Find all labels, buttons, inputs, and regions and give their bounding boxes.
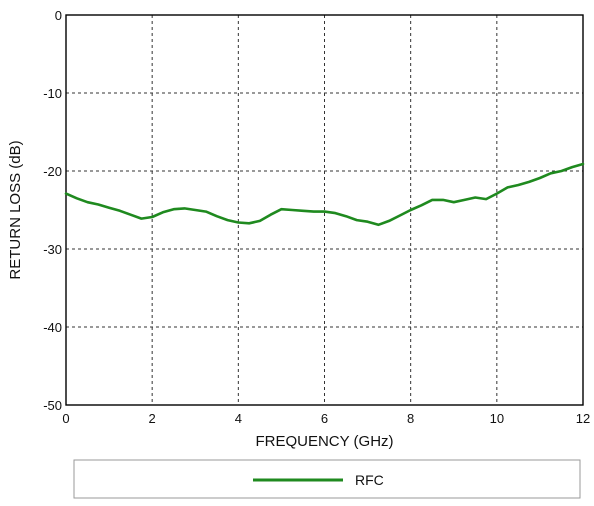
x-tick-label: 12 [576,411,590,426]
y-tick-label: -50 [43,398,62,413]
x-tick-label: 6 [321,411,328,426]
series-line-rfc [64,162,585,227]
y-axis-label: RETURN LOSS (dB) [7,140,24,279]
grid-lines [66,15,583,405]
x-tick-label: 8 [407,411,414,426]
plot-frame [65,14,584,406]
y-tick-label: -20 [43,164,62,179]
y-tick-label: -40 [43,320,62,335]
y-tick-label: -10 [43,86,62,101]
legend-label-rfc: RFC [355,472,384,488]
x-tick-label: 0 [62,411,69,426]
x-tick-label: 4 [235,411,242,426]
legend: RFC [73,459,581,499]
y-tick-label: 0 [55,8,62,23]
x-tick-label: 2 [149,411,156,426]
y-tick-label: -30 [43,242,62,257]
series-layer [64,162,585,227]
x-tick-label: 10 [490,411,504,426]
x-axis-label: FREQUENCY (GHz) [255,433,393,450]
tick-labels: 0 2 4 6 8 10 12 0 -10 -20 -30 -40 -50 [43,8,590,426]
